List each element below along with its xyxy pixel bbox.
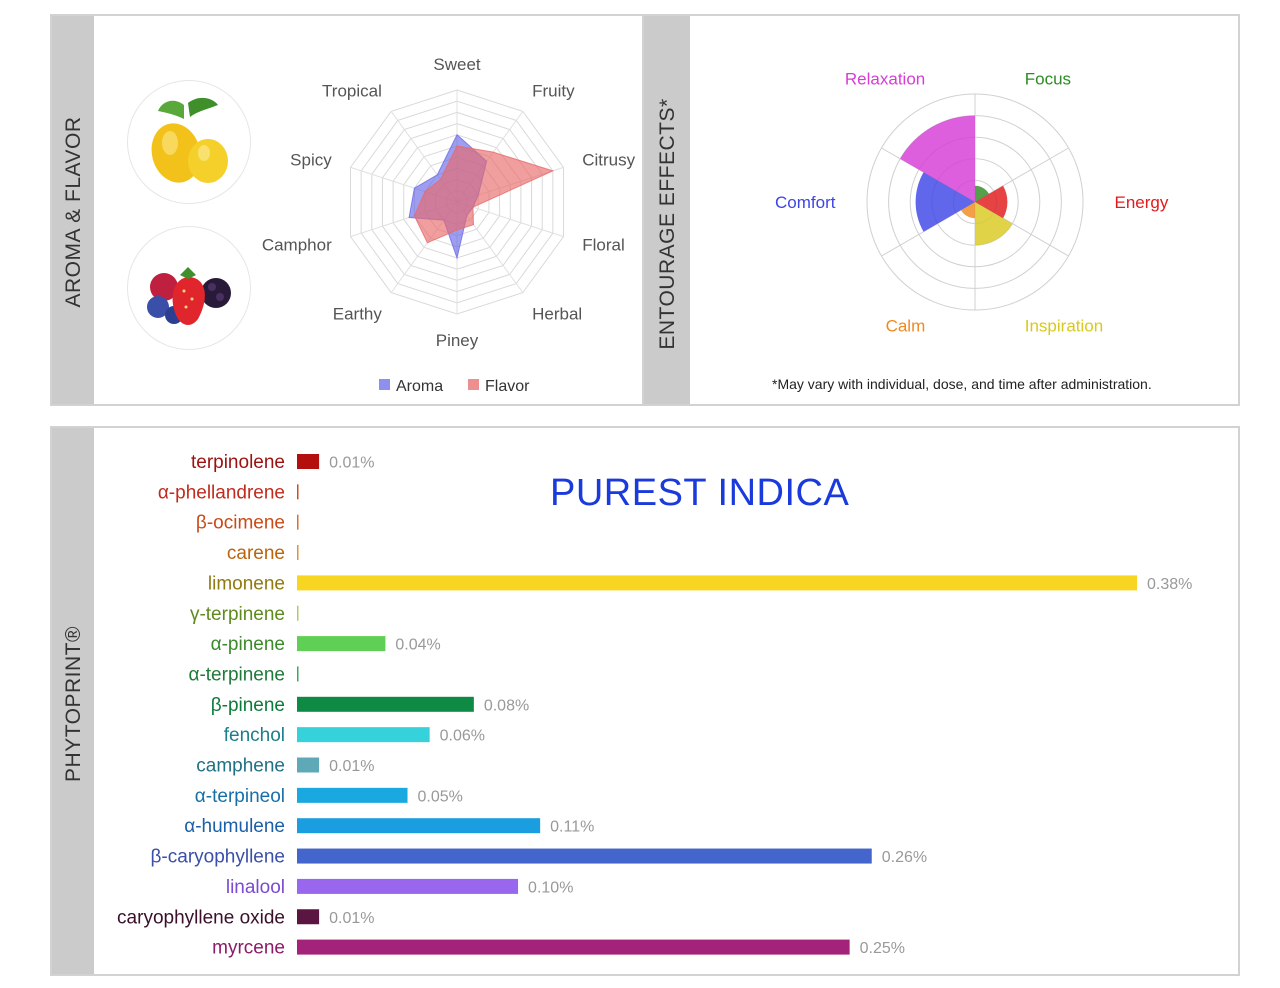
terpene-bar-chart: terpinolene 0.01% α-phellandrene β-ocimene c… [117,452,1192,959]
legend-swatch-flavor [468,379,479,390]
aroma-flavor-panel: AROMA & FLAVOR Sweet Fruity Citrusy Floral H… [50,14,644,406]
bar-terpineol [297,787,408,803]
bar-label-carene: carene [227,543,285,564]
polar-label-focus: Focus [1025,69,1071,88]
bar-camphene [297,757,320,773]
bar-carene [297,545,299,561]
bar-terpinene [297,605,299,621]
bar-label-ocimene: β-ocimene [196,513,285,534]
bar-label-limonene: limonene [208,573,285,594]
radar-series-flavor [413,145,555,244]
bar-value-terpinolene: 0.01% [329,455,374,472]
polar-wedge-relaxation [900,115,975,202]
polar-label-calm: Calm [886,317,926,336]
lemon-icon [127,80,251,204]
bar-label-terpinolene: terpinolene [191,452,285,473]
bar-phellandrene [297,484,299,500]
bar-linalool [297,878,519,894]
bar-value-fenchol: 0.06% [440,728,485,745]
bar-label-terpinene: γ-terpinene [190,604,285,625]
effects-footnote: *May vary with individual, dose, and tim… [772,376,1152,392]
berries-icon [127,226,251,350]
radar-axis-label-fruity: Fruity [532,81,575,100]
bar-value-myrcene: 0.25% [860,940,905,957]
phytoprint-panel: PHYTOPRINT® terpinolene 0.01% α-phellandre… [50,426,1240,976]
bar-value-limonene: 0.38% [1147,576,1192,593]
bar-label-terpinene: α-terpinene [188,664,285,685]
bar-value-caryophyllene: 0.26% [882,849,927,866]
legend-label-flavor: Flavor [485,378,530,395]
entourage-effects-panel: ENTOURAGE EFFECTS* Focus Energy Inspiratio… [642,14,1240,406]
effects-side-bar [644,16,690,404]
bar-ocimene [297,514,299,530]
polar-label-inspiration: Inspiration [1025,317,1103,336]
aroma-side-bar [52,16,94,404]
bar-pinene [297,636,386,652]
polar-wedge-inspiration [975,202,1013,246]
phyto-side-bar [52,428,94,974]
radar-spoke [456,201,564,238]
bar-label-myrcene: myrcene [212,938,285,959]
bar-pinene [297,696,474,712]
polar-wedge-calm [960,202,975,219]
polar-label-energy: Energy [1115,193,1169,212]
bar-label-pinene: β-pinene [211,695,285,716]
radar-axis-label-floral: Floral [582,236,625,255]
radar-axis-label-sweet: Sweet [433,55,481,74]
bar-label-humulene: α-humulene [184,816,285,837]
bar-label-fenchol: fenchol [224,725,285,746]
bar-value-caryophyllene-oxide: 0.01% [329,910,374,927]
bar-value-humulene: 0.11% [550,819,594,836]
polar-wedge-energy [975,185,1008,219]
bar-label-pinene: α-pinene [211,634,285,655]
bar-value-linalool: 0.10% [528,879,573,896]
bar-terpinene [297,666,299,682]
bar-humulene [297,818,541,834]
radar-axis-label-camphor: Camphor [262,236,332,255]
chart-title: PUREST INDICA [550,472,850,514]
bar-label-terpineol: α-terpineol [195,786,285,807]
polar-wedge-comfort [915,172,975,232]
aroma-flavor-radar-chart: Sweet Fruity Citrusy Floral Herbal Piney Earth… [262,55,636,395]
legend-label-aroma: Aroma [396,378,443,395]
polar-wedge-focus [975,185,990,202]
polar-spoke [974,147,1069,203]
legend-swatch-aroma [379,379,390,390]
bar-terpinolene [297,454,320,469]
radar-axis-label-herbal: Herbal [532,305,582,324]
polar-label-comfort: Comfort [775,193,836,212]
bar-caryophyllene-oxide [297,909,320,925]
bar-label-caryophyllene: β-caryophyllene [151,847,286,868]
bar-label-phellandrene: α-phellandrene [158,482,285,503]
bar-limonene [297,575,1137,591]
radar-axis-label-spicy: Spicy [290,150,332,169]
bar-fenchol [297,727,430,743]
polar-label-relaxation: Relaxation [845,69,925,88]
bar-value-pinene: 0.08% [484,697,529,714]
bar-label-linalool: linalool [226,877,285,898]
bar-value-pinene: 0.04% [395,637,440,654]
bar-value-camphene: 0.01% [329,758,374,775]
bar-caryophyllene [297,848,872,864]
entourage-effects-polar-chart: Focus Energy Inspiration Calm Comfort Relaxat… [775,69,1169,336]
radar-axis-label-earthy: Earthy [333,305,383,324]
radar-axis-label-tropical: Tropical [322,81,382,100]
bar-myrcene [297,939,850,955]
radar-axis-label-piney: Piney [436,331,479,350]
radar-axis-label-citrusy: Citrusy [582,150,635,169]
bar-value-terpineol: 0.05% [418,788,463,805]
bar-label-caryophyllene-oxide: caryophyllene oxide [117,907,285,928]
bar-label-camphene: camphene [196,756,285,777]
